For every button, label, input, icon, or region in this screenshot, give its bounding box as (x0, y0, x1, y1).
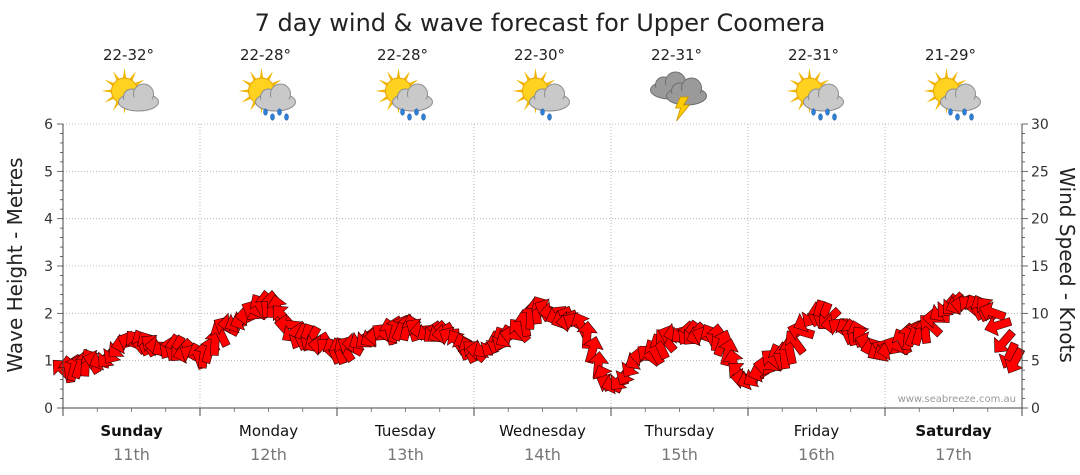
left-tick-label: 4 (44, 212, 53, 228)
day-header: 22-28° (238, 46, 296, 121)
left-tick-label: 3 (44, 259, 53, 275)
day-date: 12th (250, 445, 287, 464)
day-temperature: 22-31° (788, 46, 839, 64)
day-temperature: 22-28° (240, 46, 291, 64)
left-tick-label: 5 (44, 164, 53, 180)
wind-arrow (713, 329, 734, 358)
day-headers: 22-32° 22-28° 22-28° 22-30° 22-31° 22-31° 21-2… (101, 46, 981, 122)
day-name: Sunday (100, 422, 163, 440)
axes (57, 123, 1028, 416)
sun-cloud-rain-icon (786, 68, 844, 121)
day-header: 22-32° (101, 46, 159, 114)
day-header: 22-31° (650, 46, 707, 122)
right-tick-label: 10 (1031, 306, 1049, 322)
wind-arrow (978, 301, 1007, 322)
day-name: Wednesday (499, 422, 586, 440)
right-tick-label: 20 (1031, 212, 1049, 228)
day-date: 15th (661, 445, 698, 464)
sun-cloud-rain-icon (923, 68, 981, 121)
left-tick-label: 1 (44, 354, 53, 370)
wind-arrow (984, 315, 1013, 337)
day-header: 21-29° (923, 46, 981, 121)
wind-arrow (1004, 346, 1026, 374)
sun-cloud-rain-icon (238, 68, 296, 121)
day-name: Tuesday (374, 422, 436, 440)
day-labels: Sunday 11th Monday 12th Tuesday 13th Wednesday… (100, 422, 992, 464)
day-name: Thursday (644, 422, 715, 440)
day-date: 16th (798, 445, 835, 464)
right-axis-ticks: 0 5 10 15 20 25 30 (1031, 117, 1049, 417)
day-header: 22-30° (512, 46, 570, 121)
day-date: 17th (935, 445, 972, 464)
day-name: Friday (794, 422, 840, 440)
day-name: Saturday (915, 422, 992, 440)
day-temperature: 22-28° (377, 46, 428, 64)
left-axis-ticks: 0 1 2 3 4 5 6 (44, 117, 53, 417)
sun-cloud-rain-icon (375, 68, 433, 121)
chart-title: 7 day wind & wave forecast for Upper Coo… (255, 9, 826, 37)
day-date: 13th (387, 445, 424, 464)
day-temperature: 22-32° (103, 46, 154, 64)
sun-cloud-drizzle-icon (512, 68, 570, 121)
day-header: 22-31° (786, 46, 844, 121)
left-tick-label: 6 (44, 117, 53, 133)
day-temperature: 22-31° (651, 46, 702, 64)
sun-cloud-icon (101, 68, 159, 114)
left-tick-label: 2 (44, 306, 53, 322)
right-tick-label: 25 (1031, 164, 1049, 180)
left-axis-label: Wave Height - Metres (3, 157, 27, 372)
wind-arrows (52, 289, 1026, 395)
day-name: Monday (239, 422, 298, 440)
day-temperature: 22-30° (514, 46, 565, 64)
right-tick-label: 5 (1031, 354, 1040, 370)
grid-lines (63, 123, 1022, 408)
watermark: www.seabreeze.com.au (898, 394, 1016, 405)
left-tick-label: 0 (44, 401, 53, 417)
day-temperature: 21-29° (925, 46, 976, 64)
right-tick-label: 30 (1031, 117, 1049, 133)
wind-arrow (994, 328, 1016, 353)
day-date: 14th (524, 445, 561, 464)
storm-icon (650, 71, 707, 122)
day-date: 11th (113, 445, 150, 464)
right-axis-label: Wind Speed - Knots (1055, 167, 1079, 363)
right-tick-label: 0 (1031, 401, 1040, 417)
day-header: 22-28° (375, 46, 433, 121)
right-tick-label: 15 (1031, 259, 1049, 275)
